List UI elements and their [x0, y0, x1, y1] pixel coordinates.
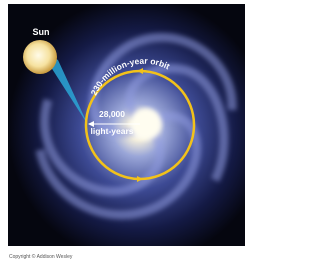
copyright: Copyright © Addison Wesley [9, 253, 73, 260]
distance-value: 28,000 [99, 109, 125, 119]
distance-unit: light-years [91, 126, 134, 136]
illustration: Sun 230-million-year orbit 28,000 light-… [0, 0, 253, 268]
page: Sun 230-million-year orbit 28,000 light-… [0, 0, 253, 268]
sun [23, 40, 57, 74]
sun-label: Sun [33, 27, 50, 37]
